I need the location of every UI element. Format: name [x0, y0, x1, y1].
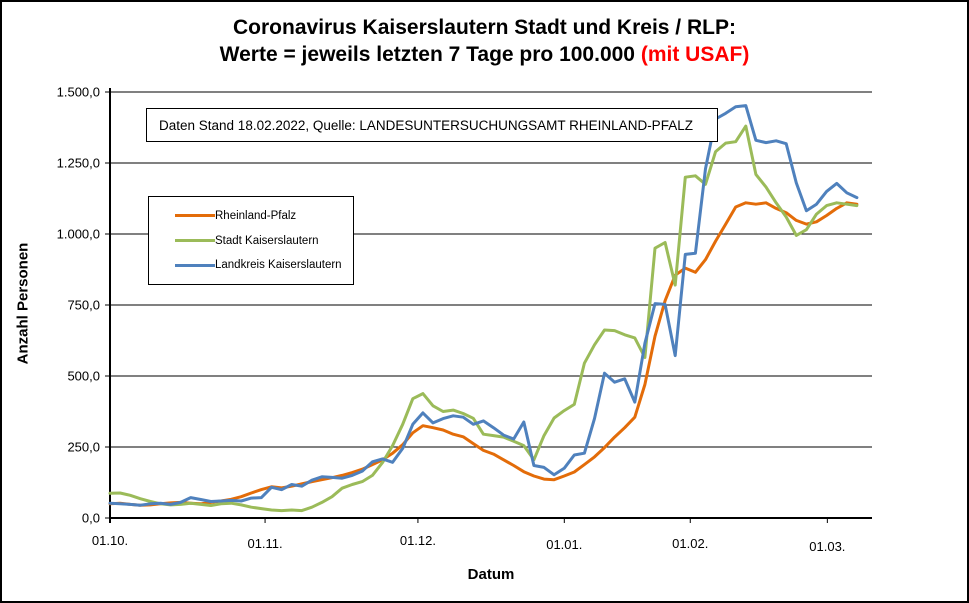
y-tick-label-1500: 1.500,0: [57, 85, 100, 100]
legend-entry-landkreis-kaiserslautern: Landkreis Kaiserslautern: [149, 259, 353, 271]
legend-line-swatch-icon: [175, 263, 215, 267]
legend-label: Landkreis Kaiserslautern: [215, 259, 342, 272]
y-tick-label-1000: 1.000,0: [57, 227, 100, 242]
chart-title: Coronavirus Kaiserslautern Stadt und Kre…: [0, 14, 969, 68]
legend-label: Stadt Kaiserslautern: [215, 234, 319, 247]
y-tick-label-250: 250,0: [67, 440, 100, 455]
legend-line-swatch-icon: [175, 239, 215, 242]
series-line-stadt-kaiserslautern: [108, 124, 859, 513]
x-axis-title: Datum: [467, 566, 515, 583]
title-highlight-usaf: (mit USAF): [640, 43, 750, 66]
chart-legend: Rheinland-Pfalz Stadt Kaiserslautern Landk…: [148, 196, 354, 285]
y-tick-label-0: 0,0: [82, 511, 100, 526]
y-tick-label-500: 500,0: [67, 369, 100, 384]
legend-line-swatch-icon: [175, 214, 215, 218]
data-source-caption-box: Daten Stand 18.02.2022, Quelle: LANDESUN…: [146, 108, 718, 142]
data-source-caption-text: Daten Stand 18.02.2022, Quelle: LANDESUN…: [159, 117, 693, 133]
x-tick-label-01.02.: 01.02.: [672, 536, 708, 551]
legend-entry-stadt-kaiserslautern: Stadt Kaiserslautern: [149, 235, 353, 247]
legend-entry-rheinland-pfalz: Rheinland-Pfalz: [149, 210, 353, 222]
chart-title-line2: Werte = jeweils letzten 7 Tage pro 100.0…: [219, 43, 750, 66]
series-line-rheinland-pfalz: [108, 201, 859, 507]
y-tick-label-1250: 1.250,0: [57, 156, 100, 171]
x-tick-label-01.11.: 01.11.: [247, 536, 282, 551]
x-tick-label-01.03.: 01.03.: [809, 539, 845, 554]
y-tick-label-750: 750,0: [67, 298, 100, 313]
series-line-landkreis-kaiserslautern: [108, 104, 859, 507]
x-tick-label-01.10.: 01.10.: [92, 533, 128, 548]
chart-title-line1: Coronavirus Kaiserslautern Stadt und Kre…: [233, 16, 736, 39]
legend-label: Rheinland-Pfalz: [215, 209, 297, 222]
x-tick-label-01.01.: 01.01.: [546, 537, 582, 552]
x-tick-label-01.12.: 01.12.: [400, 533, 436, 548]
